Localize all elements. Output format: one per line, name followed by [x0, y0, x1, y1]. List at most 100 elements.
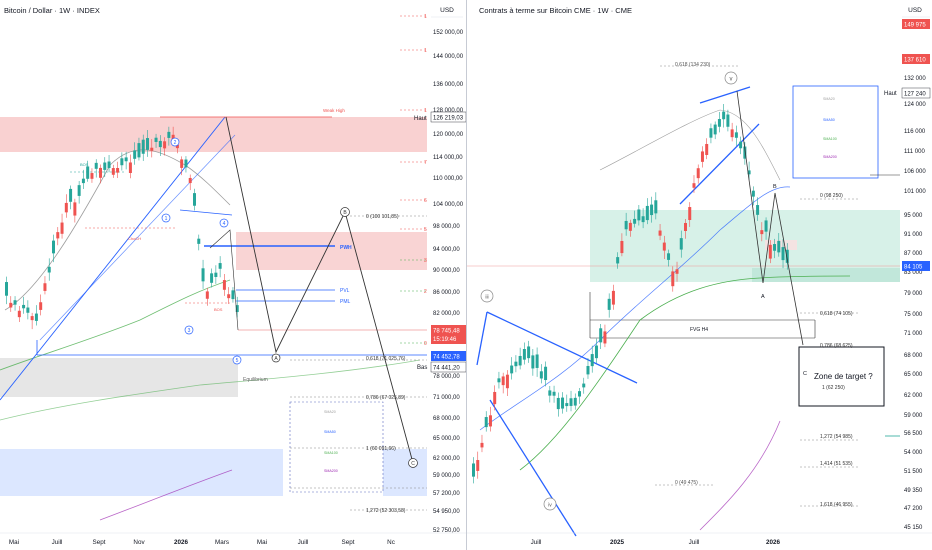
candle-body — [205, 291, 209, 299]
right-chart-panel[interactable]: 0,618 (134 230) 0 (98 250) 0,618 (74 105… — [467, 0, 932, 550]
wedge-line-4 — [679, 123, 760, 205]
wave-label-5: 5 — [232, 355, 242, 365]
left-price-tick: 52 750,00 — [433, 528, 460, 534]
sma50-right-label: SMA50 — [823, 118, 835, 122]
left-time-label: Juill — [298, 539, 309, 546]
left-price-tick: 62 000,00 — [433, 456, 460, 462]
candle-body — [764, 220, 768, 232]
right-price-tick: 101 000 — [904, 189, 926, 195]
left-price-tick: 136 000,00 — [433, 82, 464, 88]
right-time-axis[interactable]: Juill 2025 Juill 2026 — [531, 539, 781, 546]
candle-body — [730, 129, 734, 138]
candle-body — [218, 263, 222, 269]
right-time-label: Juill — [531, 539, 542, 546]
left-price-tick: 98 000,00 — [433, 224, 460, 230]
fib0low-right-label: 0 (49 475) — [675, 480, 698, 486]
left-time-label: Mai — [9, 539, 19, 546]
sma100-right — [519, 275, 851, 471]
candle-body — [188, 177, 192, 184]
candle-body — [620, 240, 624, 254]
right-price-tick: 87 000 — [904, 251, 923, 257]
right-price-ticks: 132 000 124 000 116 000 111 000 106 000 101 0… — [904, 76, 926, 531]
target-zone-box[interactable] — [798, 346, 885, 407]
candle-body — [5, 282, 8, 296]
svg-text:2: 2 — [174, 140, 177, 146]
supply-zone-mid — [236, 232, 427, 270]
sma20-label: SMA20 — [324, 410, 336, 414]
candle-body — [184, 159, 188, 168]
wave-label-iv: iv — [543, 497, 557, 511]
candle-body — [607, 298, 611, 310]
candle-body — [684, 222, 687, 231]
left-time-label: Mai — [257, 539, 267, 546]
candle-body — [231, 290, 235, 300]
right-currency-label[interactable]: USD — [908, 7, 922, 14]
left-time-axis[interactable]: Mai Juill Sept Nov 2026 Mars Mai Juill Sept Nc — [9, 539, 395, 546]
candle-body — [505, 374, 509, 389]
equilibrium-zone — [0, 358, 238, 397]
right-price-tick: 124 000 — [904, 102, 926, 108]
candle-body — [679, 238, 683, 250]
candle-body — [56, 232, 60, 239]
candle-body — [573, 397, 577, 406]
left-candles — [5, 126, 239, 330]
red-level-label: 23 — [424, 289, 430, 295]
right-price-tick: 68 000 — [904, 353, 923, 359]
fib1618-right-label: 1,618 (46 955) — [820, 502, 853, 508]
wave-label-3: 3 — [184, 325, 194, 335]
sma50-label: SMA50 — [324, 430, 336, 434]
candle-body — [624, 220, 628, 230]
fib-618-label: 0,618 (71 025,76) — [366, 356, 406, 362]
candle-body — [94, 162, 98, 169]
left-price-tick: 59 000,00 — [433, 473, 460, 479]
candle-body — [81, 178, 85, 184]
svg-text:v: v — [730, 77, 733, 83]
candle-body — [717, 119, 721, 127]
candle-body — [688, 207, 692, 221]
left-currency-label[interactable]: USD — [440, 7, 454, 14]
left-price-tick: 114 000,00 — [433, 155, 463, 161]
candle-body — [692, 183, 696, 188]
candle-body — [696, 168, 700, 179]
second-badge-right: 137 610 — [902, 54, 930, 64]
candle-body — [484, 417, 488, 428]
wedge-line-5 — [699, 86, 751, 104]
wave-label-a: A — [271, 353, 281, 363]
candle-body — [137, 143, 141, 158]
svg-text:iii: iii — [485, 295, 488, 301]
left-price-axis[interactable] — [427, 0, 466, 533]
left-price-tick: 144 000,00 — [433, 54, 464, 60]
candle-body — [124, 157, 128, 162]
bos-label-1: BOS — [80, 162, 89, 167]
candle-body — [726, 114, 730, 127]
candle-body — [756, 205, 760, 215]
right-price-tick: 79 000 — [904, 291, 923, 297]
candle-body — [662, 242, 666, 251]
candle-body — [654, 200, 658, 214]
candle-body — [510, 365, 514, 374]
candle-body — [522, 349, 526, 360]
wave-label-iii: iii — [480, 289, 494, 303]
candle-body — [658, 230, 662, 236]
candle-body — [146, 138, 149, 150]
right-time-label: 2026 — [766, 539, 781, 546]
candle-body — [472, 463, 475, 477]
right-price-tick: 49 350 — [904, 488, 923, 494]
red-level-label: 78 — [424, 160, 430, 166]
svg-text:78 745,48: 78 745,48 — [433, 329, 460, 335]
candle-body — [514, 361, 518, 367]
candle-body — [527, 346, 531, 359]
choch-label: ChoCH — [128, 236, 141, 241]
candle-body — [64, 202, 68, 213]
left-time-label: Nc — [387, 539, 395, 546]
wave-label-1: 1 — [161, 213, 171, 223]
last-price-badge-right: 84 105 — [902, 261, 930, 271]
candle-body — [722, 111, 726, 120]
wedge-line-1 — [486, 311, 638, 384]
candle-body — [700, 151, 704, 162]
left-price-tick: 94 000,00 — [433, 247, 460, 253]
candle-body — [201, 268, 205, 282]
candle-body — [107, 161, 111, 168]
candle-body — [675, 269, 679, 274]
